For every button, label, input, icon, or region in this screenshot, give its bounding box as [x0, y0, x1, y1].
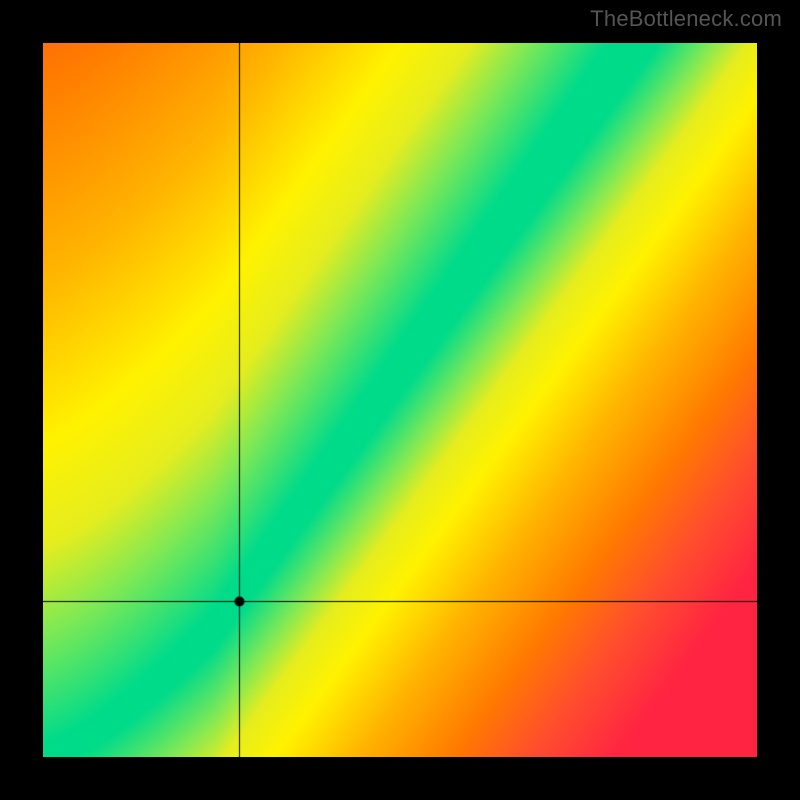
watermark-text: TheBottleneck.com	[590, 6, 782, 32]
plot-area	[43, 43, 757, 757]
heatmap-canvas	[43, 43, 757, 757]
chart-container: TheBottleneck.com	[0, 0, 800, 800]
